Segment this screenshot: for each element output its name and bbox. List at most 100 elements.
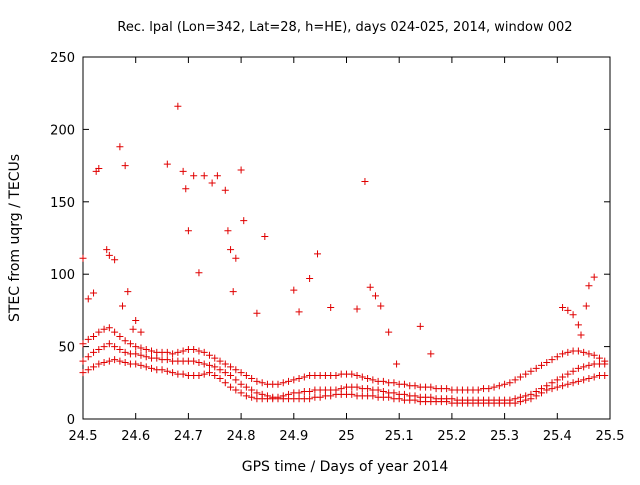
data-point xyxy=(105,357,113,365)
data-point xyxy=(195,372,203,380)
data-point xyxy=(263,392,271,400)
data-point xyxy=(195,359,203,367)
data-point xyxy=(205,369,213,377)
plot-frame xyxy=(82,56,611,420)
data-point xyxy=(553,353,561,361)
data-point xyxy=(132,350,140,358)
data-point xyxy=(179,370,187,378)
data-point xyxy=(163,356,171,364)
data-point xyxy=(516,373,524,381)
data-point xyxy=(137,344,145,352)
data-point xyxy=(95,164,103,172)
data-point xyxy=(495,382,503,390)
data-point xyxy=(569,379,577,387)
data-point xyxy=(274,393,282,401)
data-point xyxy=(232,366,240,374)
data-point xyxy=(221,379,229,387)
data-point xyxy=(400,380,408,388)
data-point xyxy=(290,286,298,294)
x-axis-label: GPS time / Days of year 2014 xyxy=(242,459,449,475)
data-point xyxy=(377,302,385,310)
data-point xyxy=(306,395,314,403)
data-point xyxy=(511,376,519,384)
data-point xyxy=(105,324,113,332)
data-point xyxy=(237,389,245,397)
data-point xyxy=(559,304,567,312)
data-point xyxy=(332,386,340,394)
data-point xyxy=(124,288,132,296)
data-point xyxy=(448,395,456,403)
data-point xyxy=(585,361,593,369)
data-point xyxy=(580,348,588,356)
data-point xyxy=(559,373,567,381)
data-point xyxy=(295,374,303,382)
data-point xyxy=(300,373,308,381)
data-point xyxy=(574,347,582,355)
data-point xyxy=(261,233,269,241)
data-point xyxy=(190,172,198,180)
data-point xyxy=(121,337,129,345)
data-point xyxy=(506,396,514,404)
data-point xyxy=(163,367,171,375)
data-point xyxy=(553,376,561,384)
data-point xyxy=(564,370,572,378)
data-point xyxy=(137,351,145,359)
data-point xyxy=(601,372,609,380)
data-point xyxy=(90,348,98,356)
data-point xyxy=(366,283,374,291)
data-point xyxy=(216,374,224,382)
data-point xyxy=(227,246,235,254)
data-point xyxy=(105,251,113,259)
data-point xyxy=(411,382,419,390)
x-tick-label: 25.3 xyxy=(490,429,519,444)
data-point xyxy=(79,357,87,365)
data-point xyxy=(195,347,203,355)
data-point xyxy=(295,308,303,316)
data-point xyxy=(279,379,287,387)
data-point xyxy=(227,372,235,380)
data-point xyxy=(100,343,108,351)
data-point xyxy=(174,102,182,110)
data-point xyxy=(364,385,372,393)
data-point xyxy=(237,380,245,388)
data-point xyxy=(190,345,198,353)
data-point xyxy=(564,380,572,388)
data-point xyxy=(84,366,92,374)
data-point xyxy=(253,389,261,397)
x-tick-label: 24.9 xyxy=(279,429,308,444)
data-point xyxy=(95,345,103,353)
data-point xyxy=(577,331,585,339)
data-point xyxy=(137,328,145,336)
data-point xyxy=(511,395,519,403)
data-point xyxy=(337,385,345,393)
data-point xyxy=(506,379,514,387)
data-point xyxy=(590,373,598,381)
y-axis-label: STEC from uqrg / TECUs xyxy=(7,154,23,322)
data-point xyxy=(179,347,187,355)
data-point xyxy=(285,377,293,385)
y-tick-label: 150 xyxy=(50,196,75,211)
data-point xyxy=(390,379,398,387)
y-tick-label: 0 xyxy=(67,413,75,428)
data-point xyxy=(522,392,530,400)
data-points xyxy=(79,102,609,407)
data-point xyxy=(169,369,177,377)
data-point xyxy=(501,380,509,388)
x-tick-label: 25.5 xyxy=(596,429,625,444)
data-point xyxy=(527,390,535,398)
data-point xyxy=(390,389,398,397)
data-point xyxy=(142,353,150,361)
data-point xyxy=(485,385,493,393)
data-point xyxy=(371,292,379,300)
data-point xyxy=(174,348,182,356)
x-tick-label: 25.1 xyxy=(385,429,414,444)
data-point xyxy=(590,351,598,359)
data-point xyxy=(314,250,322,258)
data-point xyxy=(100,359,108,367)
data-point xyxy=(274,380,282,388)
data-point xyxy=(142,363,150,371)
data-point xyxy=(132,317,140,325)
x-tick-label: 25 xyxy=(338,429,355,444)
data-point xyxy=(221,369,229,377)
